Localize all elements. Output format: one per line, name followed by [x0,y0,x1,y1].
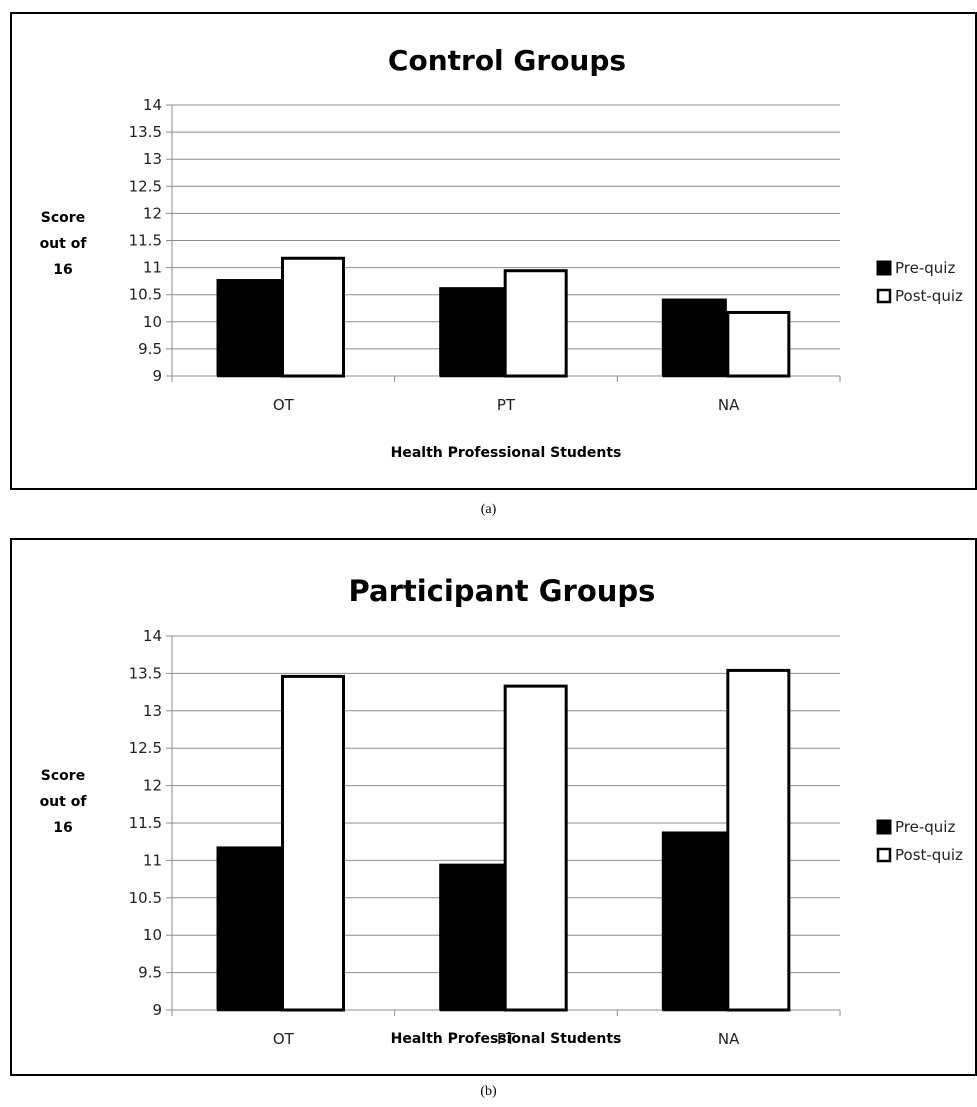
y-tick-label: 14 [143,627,162,645]
bar-pre-quiz-ot [216,279,282,377]
y-tick-label: 9 [152,1001,162,1019]
y-axis-label-line: 16 [53,262,72,278]
participant-groups-plot: Participant Groups 9 9.5 10 10.5 11 11.5 12 12.5… [40,574,963,1048]
participant-groups-chart: Participant Groups 9 9.5 10 10.5 11 11.5 12 12.5… [10,538,977,1076]
y-tick-label: 12.5 [129,739,162,757]
legend-label: Pre-quiz [895,818,955,836]
y-tick-label: 12 [143,204,162,222]
control-groups-chart: Control Groups 9 9.5 10 10.5 11 11.5 12 12.5 13 13… [10,12,977,490]
y-axis-label-line: 16 [53,820,72,836]
bar-post-quiz-ot [281,674,345,1012]
bar-pre-quiz-na [661,298,727,377]
legend-swatch-pre-quiz [876,260,892,276]
y-tick-label: 11.5 [129,814,162,832]
x-category-label: PT [497,396,516,414]
y-tick-label: 9.5 [138,340,162,358]
bar-post-quiz-ot [281,256,345,378]
y-tick-label: 13.5 [129,664,162,682]
bar-pre-quiz-na [661,831,727,1011]
control-groups-plot: Control Groups 9 9.5 10 10.5 11 11.5 12 12.5 13 13… [40,44,963,461]
bar-pre-quiz-ot [216,846,282,1011]
legend-swatch-pre-quiz [876,819,892,835]
legend-label: Post-quiz [895,846,963,864]
bar-post-quiz-pt [503,684,568,1012]
y-tick-label: 11.5 [129,232,162,250]
y-tick-label: 12.5 [129,177,162,195]
x-category-label: OT [273,1030,295,1048]
y-tick-label: 11 [143,851,162,869]
y-tick-label: 11 [143,259,162,277]
y-axis-label-line: out of [40,236,88,252]
bar-pre-quiz-pt [439,863,505,1011]
legend-swatch-post-quiz [876,288,892,304]
y-tick-label: 10 [143,926,162,944]
y-axis-label-line: Score [41,768,85,784]
y-tick-label: 9.5 [138,964,162,982]
chart-title: Control Groups [388,44,626,77]
bar-pre-quiz-pt [439,287,505,377]
x-axis-label: Health Professional Students [391,1031,622,1047]
y-tick-label: 12 [143,777,162,795]
bar-post-quiz-na [726,310,791,378]
y-tick-label: 10.5 [129,889,162,907]
x-category-label: PT [497,1030,516,1048]
x-axis-label: Health Professional Students [391,445,622,461]
y-tick-label: 10 [143,313,162,331]
x-category-label: OT [273,396,295,414]
y-tick-label: 13.5 [129,123,162,141]
y-tick-label: 10.5 [129,286,162,304]
x-category-label: NA [718,396,740,414]
caption-b: (b) [480,1084,497,1099]
legend-label: Post-quiz [895,287,963,305]
y-tick-label: 14 [143,96,162,114]
y-tick-label: 13 [143,702,162,720]
x-category-label: NA [718,1030,740,1048]
chart-title: Participant Groups [349,574,656,608]
y-axis-label-line: Score [41,210,85,226]
y-tick-label: 13 [143,150,162,168]
legend-swatch-post-quiz [876,847,892,863]
bar-post-quiz-na [726,668,791,1012]
bar-post-quiz-pt [503,269,568,378]
y-axis-label-line: out of [40,794,88,810]
legend-label: Pre-quiz [895,259,955,277]
y-tick-label: 9 [152,367,162,385]
caption-a: (a) [480,502,497,517]
